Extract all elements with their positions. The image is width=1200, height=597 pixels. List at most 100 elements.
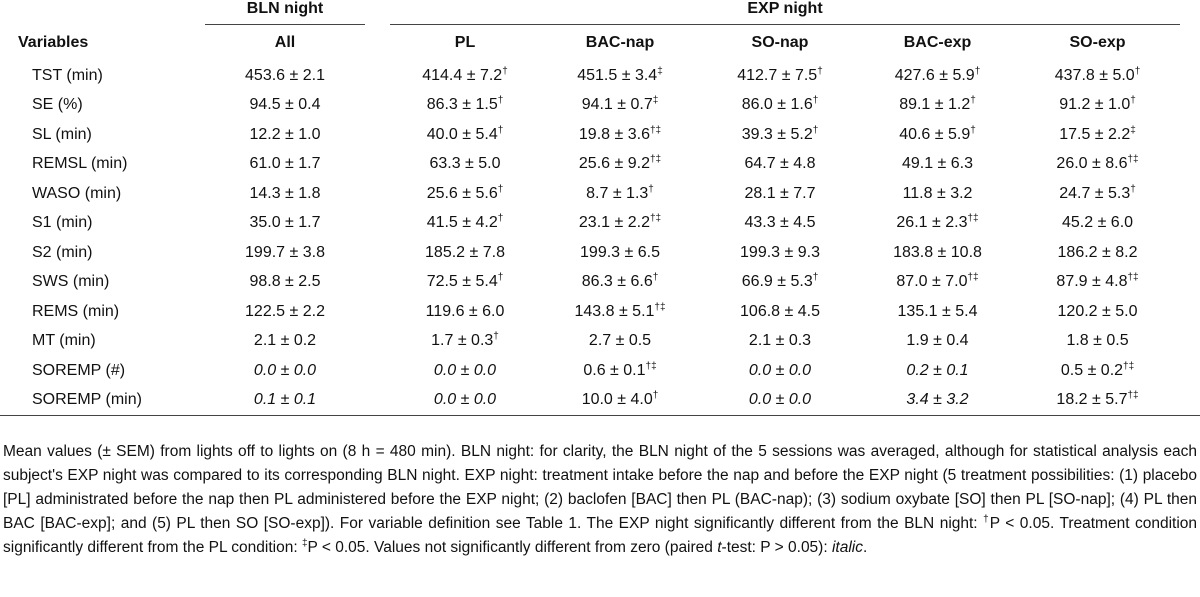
cell: 63.3 ± 5.0 xyxy=(390,150,540,180)
spacer xyxy=(1180,0,1200,25)
cell: 61.0 ± 1.7 xyxy=(205,150,365,180)
cell: 94.5 ± 0.4 xyxy=(205,91,365,121)
data-table: BLN night EXP night Variables All PL BAC-na… xyxy=(0,0,1200,416)
cell: 64.7 ± 4.8 xyxy=(700,150,860,180)
cell: 414.4 ± 7.2† xyxy=(390,61,540,91)
cell-value: 94.1 ± 0.7 xyxy=(581,96,653,114)
significance-mark: †‡ xyxy=(649,124,662,136)
significance-mark: † xyxy=(497,124,504,136)
cell: 412.7 ± 7.5† xyxy=(700,61,860,91)
significance-mark: †‡ xyxy=(1127,154,1139,166)
significance-mark: † xyxy=(1130,95,1136,107)
cell: 87.0 ± 7.0†‡ xyxy=(860,268,1015,298)
significance-mark: † xyxy=(974,65,981,77)
cell-value: 119.6 ± 6.0 xyxy=(425,302,505,320)
cell: 98.8 ± 2.5 xyxy=(205,268,365,298)
spacer xyxy=(365,356,390,386)
cell-value: 0.0 ± 0.0 xyxy=(433,361,497,379)
cell: 0.5 ± 0.2†‡ xyxy=(1015,356,1180,386)
cell-value: 18.2 ± 5.7 xyxy=(1056,391,1128,409)
spacer xyxy=(365,61,390,91)
significance-mark: † xyxy=(812,95,819,107)
cell: 45.2 ± 6.0 xyxy=(1015,209,1180,239)
column-header: BAC-exp xyxy=(903,34,972,51)
cell-value: 40.6 ± 5.9 xyxy=(899,125,971,143)
cell-value: 12.2 ± 1.0 xyxy=(249,125,321,143)
cell: 89.1 ± 1.2† xyxy=(860,91,1015,121)
cell: 451.5 ± 3.4‡ xyxy=(540,61,700,91)
cell: 437.8 ± 5.0† xyxy=(1015,61,1180,91)
cell: 106.8 ± 4.5 xyxy=(700,297,860,327)
significance-mark: †‡ xyxy=(1127,390,1139,402)
significance-mark: † xyxy=(1134,65,1141,77)
cell: 12.2 ± 1.0 xyxy=(205,120,365,150)
table-row: SOREMP (min) 0.1 ± 0.1 0.0 ± 0.0 10.0 ± 4.0… xyxy=(0,385,1200,416)
cell: 1.9 ± 0.4 xyxy=(860,327,1015,357)
cell-value: 86.3 ± 6.6 xyxy=(581,273,653,291)
row-label: REMS (min) xyxy=(32,302,120,320)
cell: 2.7 ± 0.5 xyxy=(540,327,700,357)
group-header: BLN night xyxy=(205,0,365,25)
cell: 199.3 ± 6.5 xyxy=(540,238,700,268)
spacer xyxy=(365,297,390,327)
cell: 86.3 ± 1.5† xyxy=(390,91,540,121)
spacer xyxy=(365,385,390,416)
cell-value: 2.1 ± 0.3 xyxy=(748,332,812,350)
cell-value: 89.1 ± 1.2 xyxy=(899,96,971,114)
spacer xyxy=(1180,297,1200,327)
row-label: REMSL (min) xyxy=(32,155,128,173)
cell-value: 451.5 ± 3.4 xyxy=(577,66,658,84)
spacer xyxy=(1180,238,1200,268)
cell-value: 0.6 ± 0.1 xyxy=(583,361,646,379)
cell: 119.6 ± 6.0 xyxy=(390,297,540,327)
cell-value: 1.7 ± 0.3 xyxy=(431,332,494,350)
cell: 2.1 ± 0.2 xyxy=(205,327,365,357)
cell-value: 24.7 ± 5.3 xyxy=(1059,184,1131,202)
spacer xyxy=(365,238,390,268)
significance-mark: † xyxy=(970,95,976,107)
cell-value: 45.2 ± 6.0 xyxy=(1061,214,1134,232)
spacer xyxy=(1180,268,1200,298)
cell-value: 39.3 ± 5.2 xyxy=(741,125,813,143)
spacer xyxy=(1180,385,1200,416)
cell-value: 25.6 ± 9.2 xyxy=(578,155,650,173)
cell: 122.5 ± 2.2 xyxy=(205,297,365,327)
cell-value: 199.7 ± 3.8 xyxy=(245,243,325,261)
cell: 28.1 ± 7.7 xyxy=(700,179,860,209)
cell-value: 143.8 ± 5.1 xyxy=(574,302,655,320)
cell-value: 0.5 ± 0.2 xyxy=(1060,361,1124,379)
note-text: P < 0.05. Treatment condition significan… xyxy=(3,515,1198,556)
significance-mark: †‡ xyxy=(1123,360,1135,372)
cell: 0.0 ± 0.0 xyxy=(390,385,540,416)
column-header: BAC-nap xyxy=(585,34,655,51)
cell: 86.0 ± 1.6† xyxy=(700,91,860,121)
significance-mark: †‡ xyxy=(1127,272,1139,284)
spacer xyxy=(1180,356,1200,386)
cell-value: 8.7 ± 1.3 xyxy=(586,184,649,202)
cell-value: 61.0 ± 1.7 xyxy=(249,155,321,173)
cell: 91.2 ± 1.0† xyxy=(1015,91,1180,121)
row-label: SOREMP (min) xyxy=(0,385,205,416)
significance-mark: † xyxy=(652,390,659,402)
cell-value: 0.1 ± 0.1 xyxy=(253,391,317,409)
cell-value: 19.8 ± 3.6 xyxy=(578,125,650,143)
table-row: SWS (min) 98.8 ± 2.5 72.5 ± 5.4† 86.3 ± 6.6… xyxy=(0,268,1200,298)
significance-mark: †‡ xyxy=(645,360,657,372)
note-text: italic xyxy=(831,539,863,556)
cell: 1.8 ± 0.5 xyxy=(1015,327,1180,357)
cell: 186.2 ± 8.2 xyxy=(1015,238,1180,268)
cell-value: 28.1 ± 7.7 xyxy=(744,184,816,202)
spacer xyxy=(365,25,390,62)
spacer xyxy=(1180,61,1200,91)
spacer xyxy=(365,268,390,298)
table-row: SE (%) 94.5 ± 0.4 86.3 ± 1.5† 94.1 ± 0.7‡ 86… xyxy=(0,91,1200,121)
significance-mark: ‡ xyxy=(1130,124,1136,136)
spacer xyxy=(365,327,390,357)
row-label: SL (min) xyxy=(32,125,92,143)
group-header: EXP night xyxy=(390,0,1181,25)
spacer xyxy=(1180,150,1200,180)
cell: 24.7 ± 5.3† xyxy=(1015,179,1180,209)
cell-value: 120.2 ± 5.0 xyxy=(1057,302,1138,320)
cell-value: 3.4 ± 3.2 xyxy=(906,391,969,409)
cell-value: 2.1 ± 0.2 xyxy=(253,332,317,350)
